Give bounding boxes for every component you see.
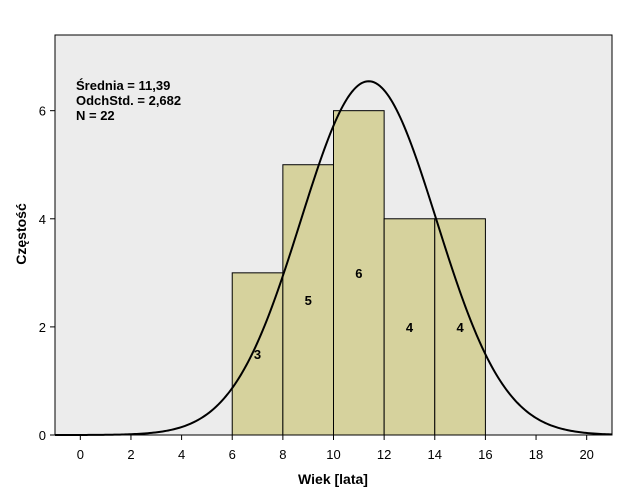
histogram-bar-2: [282, 164, 335, 436]
stat-n: N = 22: [76, 108, 115, 123]
y-axis: 0 2 4 6: [39, 104, 55, 443]
y-tick-label-0: 0: [39, 428, 46, 443]
x-tick-label-8: 16: [478, 447, 492, 462]
histogram-bar-5: [434, 218, 486, 436]
y-tick-label-2: 4: [39, 212, 46, 227]
x-tick-label-0: 0: [77, 447, 84, 462]
bar-count-label-3: 6: [355, 266, 362, 281]
x-tick-label-10: 20: [579, 447, 593, 462]
x-tick-label-4: 8: [279, 447, 286, 462]
histogram-bar-3: [333, 110, 385, 436]
x-axis: 0 2 4 6 8 10 12 14 16 18 20: [77, 435, 594, 462]
stat-mean: Średnia = 11,39: [76, 78, 170, 93]
bar-count-label-4: 4: [406, 320, 414, 335]
y-tick-label-1: 2: [39, 320, 46, 335]
y-axis-title: Częstość: [13, 203, 29, 265]
x-tick-label-3: 6: [229, 447, 236, 462]
bar-count-label-5: 4: [456, 320, 464, 335]
bar-count-label-2: 5: [305, 293, 312, 308]
bar-labels-group: 3 5 6 4 4: [254, 266, 465, 362]
normal-curve: [55, 80, 613, 436]
x-tick-label-6: 12: [377, 447, 391, 462]
x-tick-label-7: 14: [428, 447, 442, 462]
stat-sd: OdchStd. = 2,682: [76, 93, 181, 108]
y-tick-label-3: 6: [39, 104, 46, 119]
histogram-bar-4: [383, 218, 436, 436]
x-tick-label-5: 10: [326, 447, 340, 462]
bars-group: [231, 110, 486, 436]
x-tick-label-1: 2: [127, 447, 134, 462]
bar-count-label-1: 3: [254, 347, 261, 362]
x-tick-label-9: 18: [529, 447, 543, 462]
x-axis-title: Wiek [lata]: [298, 471, 368, 487]
x-tick-label-2: 4: [178, 447, 185, 462]
